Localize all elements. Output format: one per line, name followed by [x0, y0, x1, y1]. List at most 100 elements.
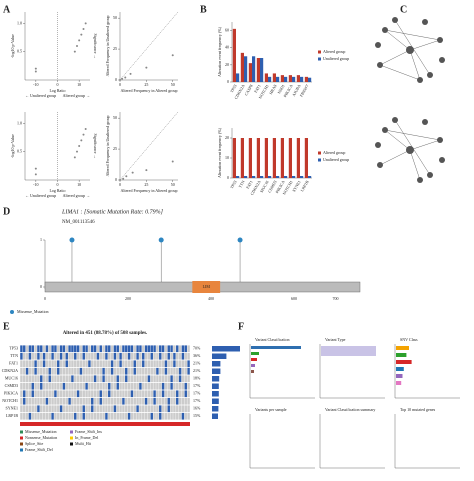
oncoprint-cell	[51, 352, 54, 360]
x-tick-label: 0	[57, 182, 59, 187]
y-tick-label: 1.0	[17, 120, 22, 125]
oncoprint-cell	[127, 352, 131, 360]
legend-swatch	[318, 151, 321, 155]
oncoprint-cell	[54, 390, 57, 398]
oncoprint-cell	[164, 367, 168, 375]
oncoprint-cell	[68, 412, 71, 420]
oncoprint-cell	[96, 412, 100, 420]
x-tick-label: MUC16	[259, 179, 270, 193]
point	[78, 39, 81, 42]
oncoprint-cell	[110, 360, 114, 368]
oncoprint-cell	[116, 375, 119, 383]
oncoprint-cell	[187, 382, 190, 390]
oncoprint-cell	[76, 382, 80, 390]
bar	[244, 176, 248, 178]
oncoprint-cell	[96, 382, 100, 390]
group-bar	[20, 422, 190, 426]
oncoprint-cell	[142, 412, 145, 420]
bar	[292, 176, 296, 178]
point	[84, 22, 87, 25]
oncoprint-cell	[122, 412, 125, 420]
oncoprint-cell	[28, 382, 32, 390]
oncoprint-cell	[28, 405, 32, 413]
legend-label: Unaltered group	[323, 56, 349, 61]
oncoprint-cell	[156, 367, 159, 375]
oncoprint-cell	[133, 367, 136, 375]
oncoprint-cell	[125, 397, 128, 405]
oncoprint-cell	[25, 375, 29, 383]
oncoprint-cell	[133, 397, 136, 405]
x-tick-label: 0	[119, 82, 121, 87]
oncoprint-cell	[161, 360, 165, 368]
oncoprint-cell	[133, 345, 136, 353]
point	[34, 67, 37, 70]
oncoprint-cell	[105, 367, 108, 375]
oncoprint-cell	[102, 367, 105, 375]
oncoprint-cell	[108, 352, 111, 360]
oncoprint-cell	[62, 367, 66, 375]
oncoprint-cell	[51, 367, 54, 375]
x-tick-label: 0	[57, 82, 59, 87]
oncoprint-cell	[48, 390, 51, 398]
oncoprint-cell	[93, 405, 97, 413]
oncoprint-cell	[116, 397, 119, 405]
oncoprint-cell	[125, 360, 128, 368]
oncoprint-cell	[130, 405, 134, 413]
oncoprint-cell	[37, 397, 40, 405]
panel-letter: C	[400, 4, 407, 15]
oncoprint-cell	[164, 397, 168, 405]
oncoprint-cell	[122, 397, 125, 405]
legend-swatch	[70, 430, 73, 434]
oncoprint-cell	[91, 345, 94, 353]
oncoprint-cell	[119, 382, 122, 390]
oncoprint-cell	[59, 367, 63, 375]
oncoprint-cell	[20, 412, 23, 420]
oncoprint-cell	[173, 412, 176, 420]
oncoprint-cell	[76, 390, 80, 398]
oncoprint-cell	[31, 360, 34, 368]
oncoprint-cell	[184, 412, 187, 420]
oncoprint-cell	[133, 390, 136, 398]
bar	[252, 56, 256, 82]
oncoprint-cell	[167, 397, 170, 405]
oncoprint-cell	[31, 367, 34, 375]
panel-title: Variant Classification	[255, 337, 290, 342]
oncoprint-cell	[147, 397, 151, 405]
oncoprint-cell	[42, 367, 46, 375]
oncoprint-cell	[113, 375, 117, 383]
oncoprint-cell	[93, 345, 97, 353]
oncoprint-cell	[161, 382, 165, 390]
oncoprint-cell	[142, 360, 145, 368]
oncoprint-cell	[130, 412, 134, 420]
oncoprint-cell	[28, 352, 32, 360]
oncoprint-cell	[153, 412, 156, 420]
bar	[308, 77, 312, 82]
oncoprint-cell	[116, 345, 119, 353]
point	[80, 33, 83, 36]
oncoprint-cell	[79, 412, 83, 420]
bar	[304, 138, 308, 178]
oncoprint-cell	[187, 390, 190, 398]
y-tick-label: 1.0	[17, 20, 22, 25]
oncoprint-cell	[40, 360, 43, 368]
oncoprint-cell	[82, 360, 85, 368]
oncoprint-cell	[62, 412, 66, 420]
oncoprint-cell	[34, 412, 37, 420]
oncoprint-cell	[170, 360, 173, 368]
oncoprint-cell	[125, 412, 128, 420]
oncoprint-cell	[144, 345, 148, 353]
oncoprint-cell	[76, 375, 80, 383]
oncoprint-cell	[176, 375, 179, 383]
oncoprint-cell	[48, 382, 51, 390]
oncoprint-cell	[23, 405, 26, 413]
panel-title: SNV Class	[400, 337, 418, 342]
decor-bar	[396, 381, 402, 385]
bar	[296, 138, 300, 178]
x-tick-label: 25	[144, 82, 148, 87]
x-tick-label: 0	[119, 182, 121, 187]
oncoprint-cell	[71, 367, 74, 375]
oncoprint-cell	[156, 397, 159, 405]
oncoprint-cell	[159, 405, 162, 413]
percent-label: 21%	[193, 361, 201, 366]
oncoprint-cell	[34, 367, 37, 375]
